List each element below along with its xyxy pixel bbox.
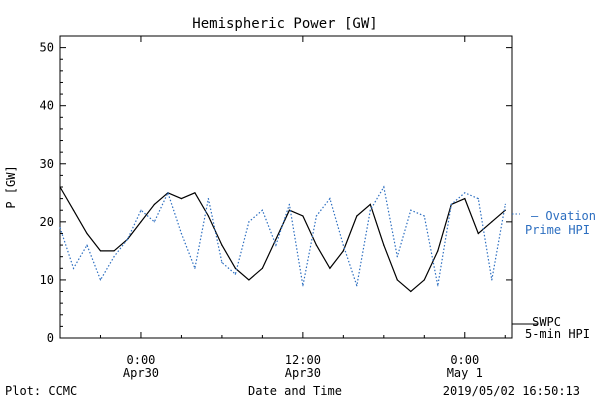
data-point	[248, 279, 250, 281]
data-point	[464, 192, 466, 194]
y-tick-label: 20	[40, 215, 54, 229]
data-point	[396, 279, 398, 281]
y-tick-label: 0	[47, 331, 54, 345]
data-point	[113, 250, 115, 252]
data-point	[261, 209, 263, 211]
data-point	[342, 250, 344, 252]
data-point	[153, 203, 155, 205]
data-point	[153, 221, 155, 223]
legend-swpc-line1: SWPC	[532, 315, 561, 329]
data-point	[383, 186, 385, 188]
data-point	[369, 209, 371, 211]
data-point	[261, 267, 263, 269]
data-point	[113, 256, 115, 258]
data-point	[140, 209, 142, 211]
data-point	[356, 215, 358, 217]
data-point	[248, 221, 250, 223]
data-point	[99, 250, 102, 252]
plot-frame	[59, 35, 513, 339]
data-point	[342, 244, 344, 246]
data-point	[302, 285, 304, 287]
data-point	[329, 267, 331, 269]
data-point	[464, 198, 466, 200]
legend-swpc-line2: 5-min HPI	[525, 327, 590, 341]
data-point	[315, 244, 317, 246]
data-point	[437, 250, 439, 252]
data-point	[491, 221, 493, 223]
data-point	[234, 267, 236, 269]
x-axis-label: Date and Time	[248, 384, 342, 398]
data-point	[207, 215, 209, 217]
data-point	[99, 279, 102, 281]
x-tick-label-date: Apr30	[123, 366, 159, 380]
x-tick-label-date: May 1	[447, 366, 483, 380]
y-axis-label: P [GW]	[4, 165, 18, 208]
data-point	[450, 203, 452, 205]
data-point	[140, 221, 142, 223]
y-tick-label: 40	[40, 99, 54, 113]
data-point	[396, 256, 398, 258]
data-point	[302, 215, 304, 217]
legend-ovation-line1: — Ovation	[531, 209, 596, 223]
data-point	[329, 198, 331, 200]
data-point	[126, 238, 129, 240]
data-point	[504, 209, 506, 211]
data-point	[356, 285, 358, 287]
data-point	[59, 227, 61, 229]
data-point	[369, 203, 371, 205]
x-tick-label-date: Apr30	[285, 366, 321, 380]
chart-title: Hemispheric Power [GW]	[192, 16, 377, 32]
data-point	[491, 279, 493, 281]
data-point	[221, 261, 223, 264]
series-layer	[59, 185, 506, 293]
data-point	[72, 267, 75, 269]
data-point	[167, 192, 169, 194]
data-point	[437, 285, 439, 287]
x-tick-label-time: 0:00	[450, 353, 479, 367]
legend-ovation-line2: Prime HPI	[525, 223, 590, 237]
data-point	[288, 209, 290, 211]
y-tick-label: 30	[40, 157, 54, 171]
data-point	[504, 203, 506, 205]
y-tick-label: 50	[40, 41, 54, 55]
data-point	[180, 232, 182, 235]
footer-left: Plot: CCMC	[5, 384, 77, 398]
data-point	[221, 244, 223, 246]
data-point	[410, 209, 412, 211]
axes	[59, 35, 513, 339]
data-point	[477, 198, 479, 200]
data-point	[410, 290, 412, 293]
x-tick-label-time: 12:00	[285, 353, 321, 367]
data-point	[288, 203, 290, 205]
data-point	[234, 273, 236, 275]
data-point	[477, 232, 479, 235]
data-point	[207, 198, 209, 200]
data-point	[275, 238, 277, 240]
data-point	[194, 267, 196, 269]
series-ovation	[59, 185, 506, 287]
data-point	[86, 232, 88, 235]
data-point	[180, 198, 182, 200]
data-point	[383, 244, 385, 246]
y-tick-label: 10	[40, 273, 54, 287]
series-line	[59, 185, 506, 286]
x-tick-label-time: 0:00	[127, 353, 156, 367]
data-point	[86, 244, 88, 246]
data-point	[423, 215, 425, 217]
data-point	[315, 215, 317, 217]
data-point	[72, 209, 75, 211]
data-point	[275, 244, 277, 246]
data-point	[194, 192, 196, 194]
footer-timestamp: 2019/05/02 16:50:13	[443, 384, 580, 398]
data-point	[423, 279, 425, 281]
